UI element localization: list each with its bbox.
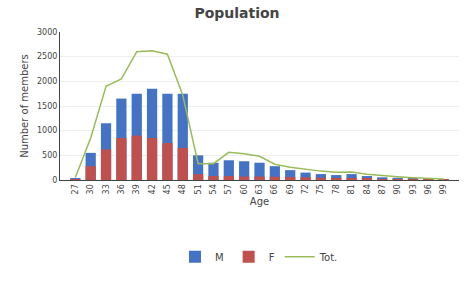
svg-text:500: 500: [42, 151, 57, 160]
svg-text:87: 87: [378, 184, 387, 194]
svg-text:78: 78: [332, 184, 341, 194]
svg-text:1500: 1500: [37, 102, 57, 111]
svg-text:30: 30: [86, 184, 95, 194]
svg-text:60: 60: [240, 184, 249, 194]
svg-text:27: 27: [71, 184, 80, 194]
svg-text:3000: 3000: [37, 28, 57, 37]
svg-text:33: 33: [102, 184, 111, 194]
svg-text:1000: 1000: [37, 126, 57, 135]
svg-text:45: 45: [163, 184, 172, 194]
svg-text:39: 39: [132, 184, 141, 194]
svg-text:Population: Population: [194, 5, 279, 21]
svg-text:Number of members: Number of members: [19, 54, 30, 158]
svg-text:93: 93: [409, 184, 418, 194]
svg-text:75: 75: [316, 184, 325, 194]
svg-text:69: 69: [286, 184, 295, 194]
svg-text:90: 90: [393, 184, 402, 194]
svg-text:Age: Age: [250, 196, 269, 207]
svg-text:Tot.: Tot.: [319, 252, 338, 263]
svg-text:48: 48: [178, 184, 187, 194]
svg-text:66: 66: [270, 184, 279, 194]
svg-text:63: 63: [255, 184, 264, 194]
svg-text:84: 84: [363, 184, 372, 194]
svg-text:0: 0: [52, 176, 57, 185]
svg-text:51: 51: [194, 184, 203, 194]
svg-text:36: 36: [117, 184, 126, 194]
svg-text:42: 42: [148, 184, 157, 194]
svg-text:99: 99: [439, 184, 448, 194]
svg-text:M: M: [215, 252, 224, 263]
svg-text:2500: 2500: [37, 52, 57, 61]
svg-text:2000: 2000: [37, 77, 57, 86]
svg-text:72: 72: [301, 184, 310, 194]
svg-text:81: 81: [347, 184, 356, 194]
svg-text:57: 57: [224, 184, 233, 194]
svg-text:54: 54: [209, 184, 218, 194]
svg-text:F: F: [269, 252, 275, 263]
svg-text:96: 96: [424, 184, 433, 194]
